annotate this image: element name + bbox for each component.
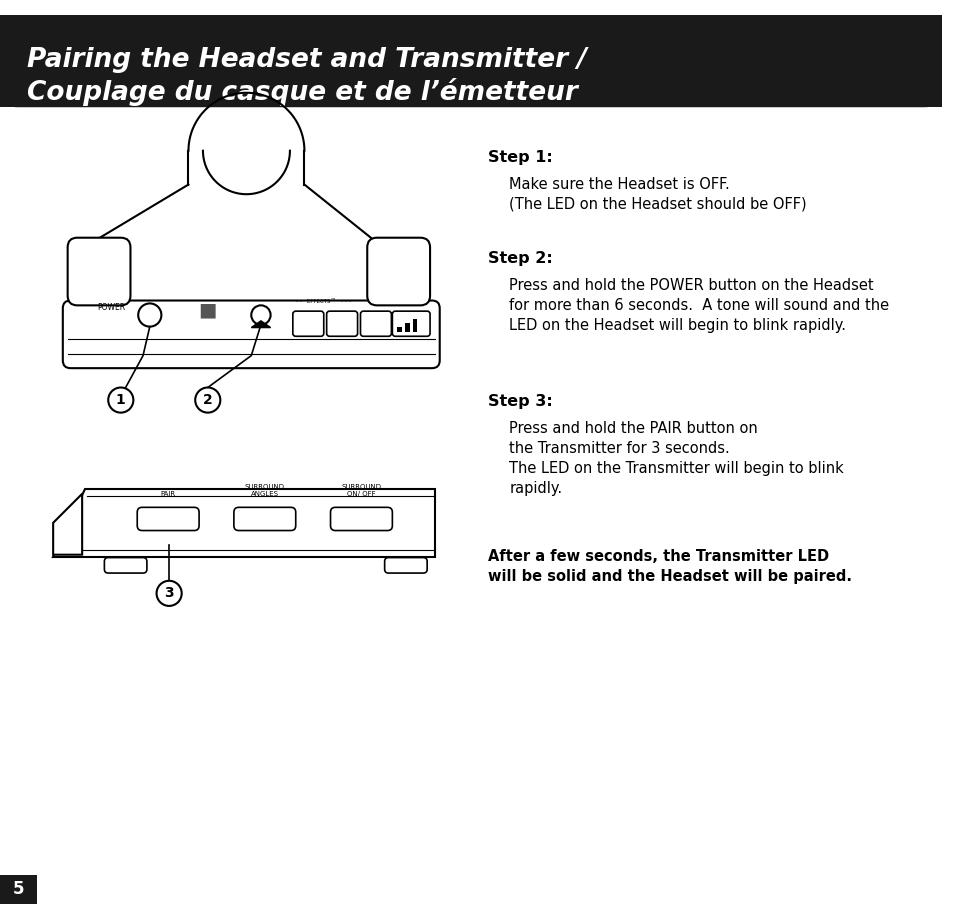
FancyBboxPatch shape <box>392 312 430 336</box>
FancyBboxPatch shape <box>234 507 295 530</box>
Circle shape <box>108 388 134 413</box>
Text: Step 2:: Step 2: <box>488 251 553 267</box>
Text: 3: 3 <box>165 586 174 600</box>
FancyBboxPatch shape <box>292 312 324 336</box>
Text: SURROUND
ANGLES: SURROUND ANGLES <box>245 483 285 496</box>
Text: Press and hold the POWER button on the Headset
for more than 6 seconds.  A tone : Press and hold the POWER button on the H… <box>509 278 889 333</box>
Circle shape <box>252 305 271 324</box>
FancyBboxPatch shape <box>137 507 199 530</box>
Bar <box>397 326 402 333</box>
Text: Press and hold the PAIR button on
the Transmitter for 3 seconds.
The LED on the : Press and hold the PAIR button on the Tr… <box>509 421 844 495</box>
Text: 5: 5 <box>13 880 24 898</box>
FancyBboxPatch shape <box>0 16 942 108</box>
FancyBboxPatch shape <box>331 507 392 530</box>
Polygon shape <box>54 489 435 557</box>
Text: After a few seconds, the Transmitter LED
will be solid and the Headset will be p: After a few seconds, the Transmitter LED… <box>488 549 852 584</box>
FancyBboxPatch shape <box>62 301 440 369</box>
Text: 2: 2 <box>203 393 213 407</box>
FancyBboxPatch shape <box>104 558 147 573</box>
Bar <box>0 16 942 108</box>
Circle shape <box>157 581 181 606</box>
Text: Couplage du casque et de l’émetteur: Couplage du casque et de l’émetteur <box>27 78 578 107</box>
Text: PAIR: PAIR <box>161 491 176 496</box>
Circle shape <box>195 388 220 413</box>
Circle shape <box>138 303 162 326</box>
Text: Step 3:: Step 3: <box>488 394 553 409</box>
Text: 1: 1 <box>116 393 126 407</box>
Bar <box>405 323 410 333</box>
FancyBboxPatch shape <box>361 312 391 336</box>
FancyBboxPatch shape <box>67 238 131 305</box>
Text: SURROUND
ON/ OFF: SURROUND ON/ OFF <box>341 483 381 496</box>
Polygon shape <box>252 321 271 327</box>
Text: Make sure the Headset is OFF.
(The LED on the Headset should be OFF): Make sure the Headset is OFF. (The LED o… <box>509 176 807 211</box>
Text: Step 1:: Step 1: <box>488 150 553 165</box>
Text: - -   EFFECTS™   - - -: - - EFFECTS™ - - - <box>296 300 351 304</box>
Text: Pairing the Headset and Transmitter /: Pairing the Headset and Transmitter / <box>27 47 587 74</box>
Bar <box>412 319 417 333</box>
Text: ■: ■ <box>199 301 217 320</box>
FancyBboxPatch shape <box>385 558 427 573</box>
Bar <box>0 875 37 903</box>
FancyBboxPatch shape <box>327 312 358 336</box>
Text: POWER: POWER <box>98 303 125 312</box>
Polygon shape <box>54 494 82 555</box>
FancyBboxPatch shape <box>368 238 430 305</box>
